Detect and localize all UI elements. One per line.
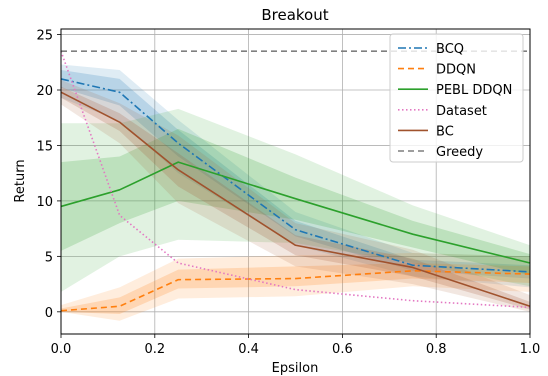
x-tick-label-5: 1.0 [520, 342, 541, 357]
x-tick-label-2: 0.4 [238, 342, 259, 357]
x-tick-label-1: 0.2 [144, 342, 165, 357]
bc-outer-band [61, 80, 530, 312]
ddqn-line [60, 269, 531, 312]
legend-label-dataset: Dataset [436, 104, 487, 119]
y-tick-label-1: 5 [45, 250, 53, 265]
y-axis-title: Return [13, 159, 28, 202]
bcq-line [60, 78, 531, 273]
pebl-ddqn-inner-band [61, 128, 530, 276]
y-tick-label-3: 15 [36, 139, 53, 154]
x-tick-label-4: 0.8 [426, 342, 447, 357]
legend-label-greedy: Greedy [436, 145, 483, 160]
y-tick-label-5: 25 [36, 29, 53, 44]
legend-label-pebl-ddqn: PEBL DDQN [436, 83, 512, 98]
ddqn-outer-band [61, 253, 530, 321]
ddqn-inner-band [61, 263, 530, 315]
y-axis-ticks: 0 5 10 15 20 25 [36, 29, 61, 321]
x-axis-title: Epsilon [272, 361, 319, 376]
plot-frame [60, 28, 531, 335]
pebl-ddqn-line [60, 161, 531, 264]
legend-label-bcq: BCQ [436, 42, 464, 57]
x-axis-ticks: 0.0 0.2 0.4 0.6 0.8 1.0 [51, 334, 541, 357]
confidence-bands [61, 64, 530, 321]
x-tick-label-0: 0.0 [51, 342, 72, 357]
y-tick-label-0: 0 [45, 306, 53, 321]
dataset-line [60, 50, 531, 309]
legend: BCQ DDQN PEBL DDQN Dataset BC Greedy [389, 33, 524, 163]
bcq-inner-band [61, 70, 530, 279]
legend-label-bc: BC [436, 124, 454, 139]
bc-line [60, 91, 531, 308]
legend-label-ddqn: DDQN [436, 63, 476, 78]
bcq-outer-band [61, 64, 530, 288]
x-tick-label-3: 0.6 [332, 342, 353, 357]
chart-title: Breakout [261, 6, 328, 24]
pebl-ddqn-outer-band [61, 108, 530, 292]
bc-inner-band [61, 86, 530, 310]
y-tick-label-4: 20 [36, 84, 53, 99]
y-tick-label-2: 10 [36, 195, 53, 210]
